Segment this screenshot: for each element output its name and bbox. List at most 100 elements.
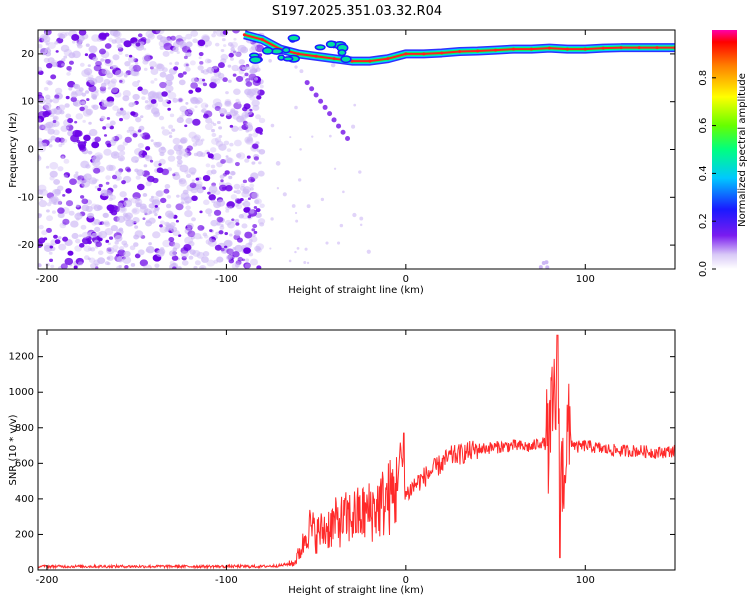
spectrogram-noise-point	[153, 77, 158, 81]
spectrogram-noise-point	[87, 150, 93, 155]
spectrogram-noise-point	[38, 70, 44, 76]
spectrogram-noise-point	[87, 74, 94, 80]
spectrogram-noise-point	[299, 148, 302, 151]
spectrogram-noise-point	[95, 241, 102, 248]
spectrogram-noise-point	[97, 250, 104, 256]
spectrogram-noise-point	[179, 115, 184, 119]
spectrogram-noise-point	[38, 118, 42, 123]
spectrogram-noise-point	[83, 173, 92, 181]
spectrogram-noise-point	[208, 185, 218, 193]
spectrogram-noise-point	[244, 263, 252, 269]
spectrogram-noise-point	[225, 157, 233, 164]
ridge-point	[458, 50, 462, 54]
spectrogram-noise-point	[140, 115, 144, 119]
spectrogram-noise-point	[172, 98, 179, 103]
spectrogram-noise-point	[257, 170, 265, 177]
snr-x-tick-label: -200	[36, 575, 59, 586]
spectrogram-noise-point	[132, 80, 140, 88]
spectrogram-noise-point	[185, 102, 189, 105]
spectrogram-noise-point	[110, 225, 118, 232]
spectrogram-noise-point	[67, 130, 75, 137]
snr-x-tick-label: 100	[576, 575, 595, 586]
spectrogram-noise-point	[99, 221, 105, 225]
spectrogram-noise-point	[155, 30, 165, 35]
spectrogram-noise-point	[79, 145, 87, 152]
spectrogram-noise-point	[170, 226, 178, 233]
spectrogram-noise-point	[91, 34, 100, 42]
spectrogram-noise-point	[65, 95, 70, 100]
spectrogram-noise-point	[251, 192, 260, 199]
spectrogram-noise-point	[295, 219, 299, 223]
spectrogram-noise-point	[205, 117, 213, 124]
spectrogram-noise-point	[291, 204, 296, 208]
spectrogram-noise-point	[98, 68, 107, 77]
spectrogram-noise-point	[75, 113, 84, 120]
spectrogram-noise-point	[117, 155, 125, 162]
spectrogram-noise-point	[207, 153, 214, 159]
spectrogram-noise-point	[233, 183, 241, 190]
spectrogram-noise-point	[247, 197, 251, 201]
spectrogram-noise-point	[195, 139, 204, 146]
spectrogram-noise-point	[38, 184, 47, 192]
spectrogram-noise-point	[136, 202, 143, 208]
spectrogram-noise-point	[167, 91, 177, 100]
spectrogram-noise-point	[165, 203, 172, 209]
spectrogram-noise-point	[122, 90, 131, 97]
spectrogram-noise-point	[219, 174, 225, 179]
spectrogram-noise-point	[225, 255, 233, 261]
colorbar-label: Normalized spectral amplitude	[737, 73, 748, 227]
spectrogram-noise-point	[149, 197, 155, 203]
spectrogram-noise-point	[163, 42, 173, 51]
spectrogram-noise-point	[49, 99, 53, 103]
spectrogram-noise-point	[192, 118, 201, 126]
spectrogram-noise-point	[131, 196, 140, 204]
spectrogram-noise-point	[52, 116, 58, 121]
spectrogram-noise-point	[320, 197, 325, 202]
spectrogram-noise-point	[70, 91, 78, 98]
spectrogram-noise-point	[47, 57, 55, 64]
spectrogram-noise-point	[212, 153, 222, 161]
spectrogram-noise-point	[87, 247, 93, 251]
spectrogram-noise-point	[112, 54, 120, 61]
spectrogram-noise-point	[185, 33, 193, 40]
spectrogram-noise-point	[311, 135, 314, 138]
spectrogram-noise-point	[179, 105, 188, 113]
spectrogram-noise-point	[210, 164, 216, 169]
spectrogram-noise-point	[220, 224, 224, 227]
spectrogram-noise-point	[126, 168, 132, 173]
ridge-point	[547, 46, 551, 50]
spectrogram-noise-point	[61, 63, 65, 67]
spectrogram-noise-point	[91, 94, 98, 100]
spectrogram-noise-point	[62, 218, 70, 225]
spectrogram-noise-point	[57, 207, 65, 214]
spectrogram-noise-point	[218, 107, 227, 115]
spectrogram-noise-point	[160, 146, 166, 151]
spectrogram-noise-point	[197, 39, 206, 47]
spectrogram-noise-point	[191, 179, 195, 182]
spectrogram-noise-point	[282, 192, 287, 197]
spectrogram-noise-point	[83, 68, 93, 76]
spectrogram-noise-point	[136, 197, 141, 201]
spectrogram-noise-point	[154, 204, 158, 208]
spectrogram-noise-point	[91, 155, 101, 163]
spectrogram-noise-point	[135, 42, 141, 47]
spectrogram-noise-point	[136, 169, 145, 176]
spectrogram-noise-point	[99, 85, 107, 92]
spectrogram-noise-point	[109, 204, 118, 212]
spectrogram-noise-point	[98, 48, 107, 55]
spectrogram-noise-point	[174, 61, 180, 66]
spectrogram-noise-point	[38, 237, 46, 244]
spectrogram-noise-point	[81, 180, 91, 188]
spectrogram-noise-point	[244, 158, 250, 163]
spectrogram-noise-point	[330, 62, 336, 68]
spectrogram-noise-point	[167, 149, 175, 156]
spectrogram-noise-point	[102, 212, 110, 219]
spectrogram-noise-point	[191, 217, 196, 222]
colorbar-tick-label: 0.8	[698, 70, 709, 86]
snr-plot-area	[38, 330, 675, 570]
spectrogram-noise-point	[199, 264, 207, 269]
spectrogram-noise-point	[352, 212, 357, 218]
spectrogram-noise-point	[89, 263, 97, 269]
spectrogram-noise-point	[340, 129, 346, 135]
spectrogram-noise-point	[188, 113, 192, 117]
